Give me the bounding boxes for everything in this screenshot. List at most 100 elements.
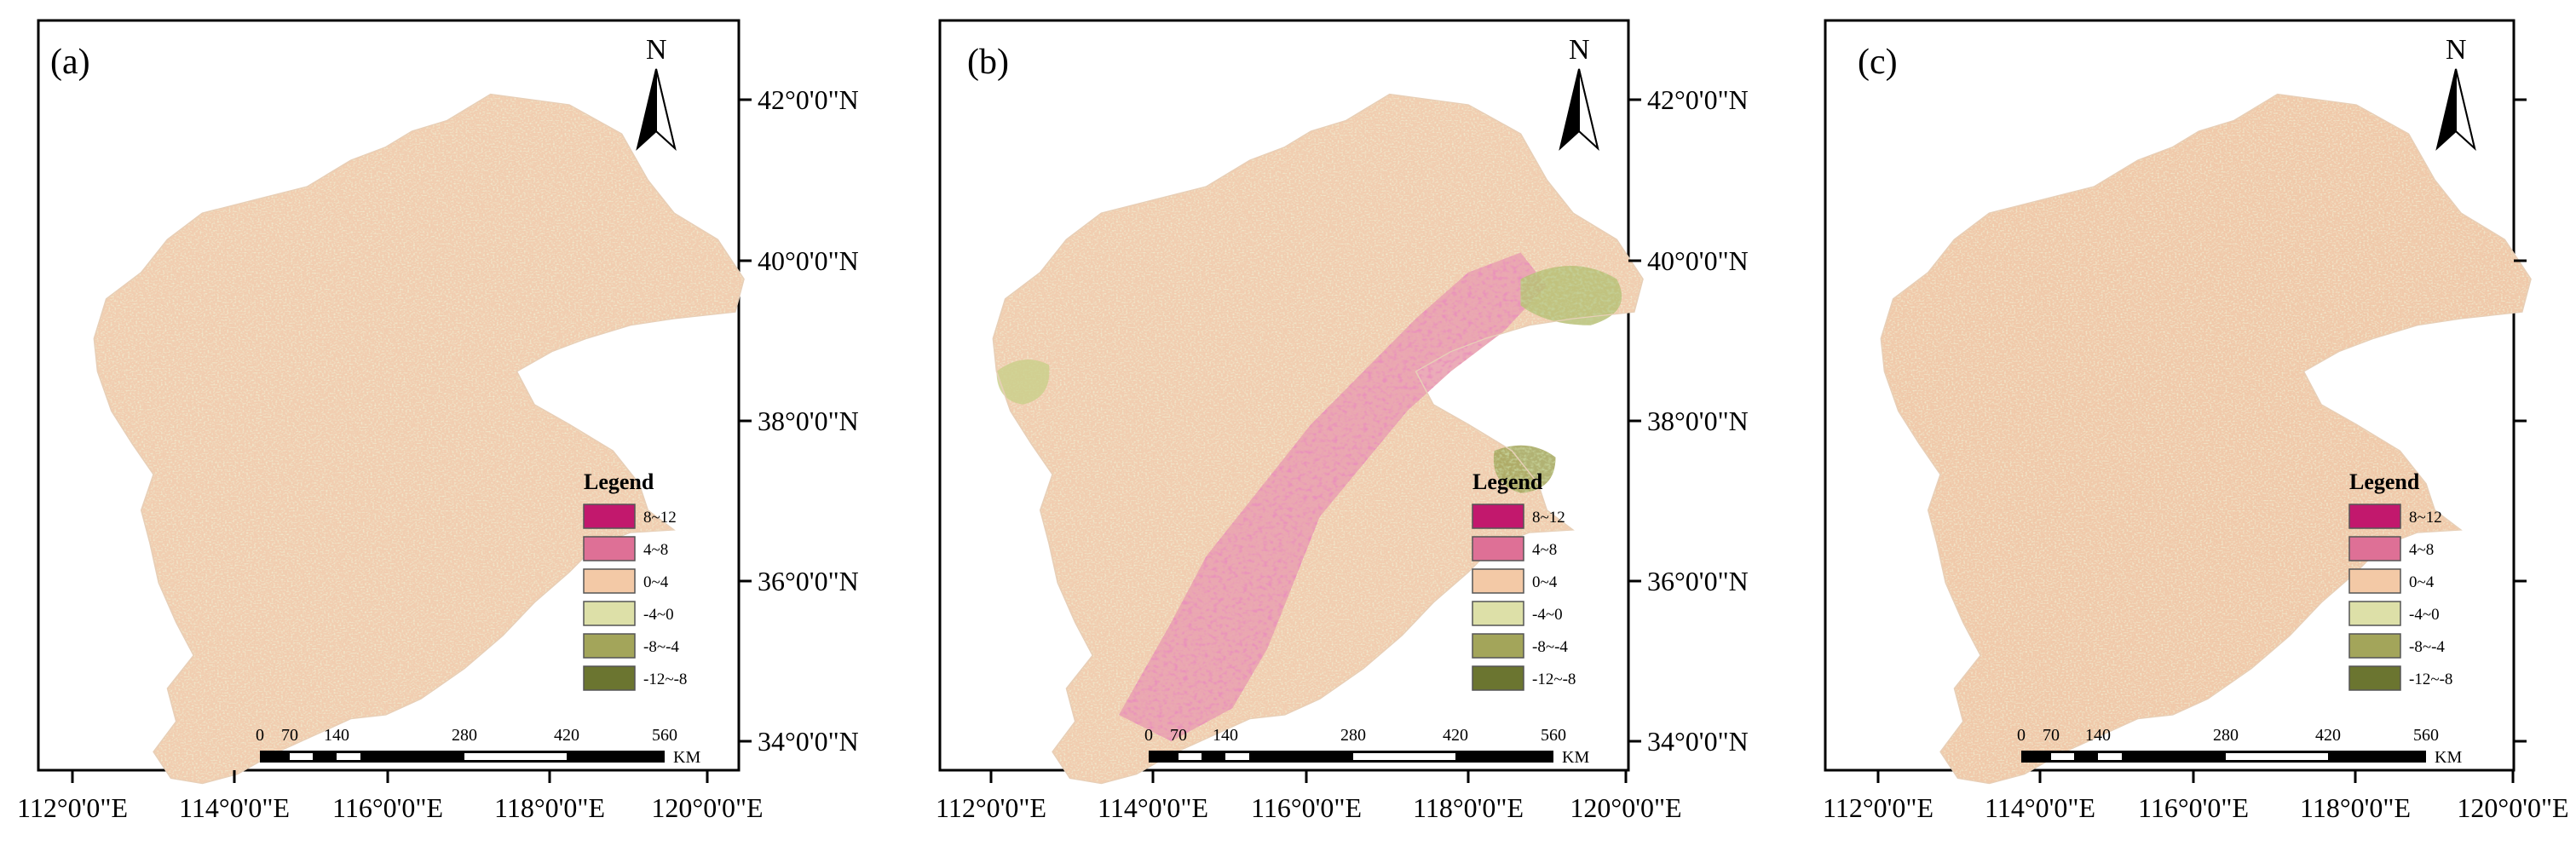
- scale-bar-unit: KM: [1562, 748, 1589, 767]
- panel-c-label: (c): [1858, 43, 1898, 82]
- x-tick-label: 118°0'0"E: [2300, 792, 2411, 823]
- legend-swatch: [1472, 633, 1524, 659]
- legend-swatch: [2348, 536, 2401, 561]
- scale-bar-unit: KM: [673, 748, 700, 767]
- legend-swatch: [2348, 601, 2401, 626]
- panel-c-y-axis: [2514, 98, 2527, 743]
- scale-bar-label: 140: [2085, 726, 2111, 745]
- x-tick-label: 112°0'0"E: [1823, 792, 1933, 823]
- legend-item-label: -12~-8: [2409, 671, 2452, 688]
- x-tick-label: 120°0'0"E: [651, 792, 763, 823]
- x-tick-label: 120°0'0"E: [1570, 792, 1681, 823]
- panel-a-north-arrow: N: [636, 34, 677, 151]
- x-tick-label: 116°0'0"E: [332, 792, 443, 823]
- scale-bar-label: 560: [1541, 726, 1566, 745]
- legend-swatch: [2348, 504, 2401, 529]
- scale-bar: [260, 751, 665, 763]
- legend-item-label: -12~-8: [1532, 671, 1576, 688]
- north-arrow-label: N: [1569, 34, 1590, 66]
- scale-bar-label: 280: [1340, 726, 1366, 745]
- y-tick-label: 38°0'0"N: [1647, 406, 1749, 436]
- legend-item-label: -8~-4: [2409, 638, 2445, 656]
- panel-c-legend: Legend 8~12 4~8 0~4 -4~0 -8~-4 -12~-8: [2348, 469, 2452, 691]
- panel-b-y-axis: 42°0'0"N 40°0'0"N 38°0'0"N 36°0'0"N 34°0'0"N: [1628, 84, 1749, 757]
- legend-swatch: [1472, 504, 1524, 529]
- legend-title: Legend: [584, 469, 654, 494]
- legend-item-label: 0~4: [643, 573, 669, 591]
- legend-item-label: 0~4: [2409, 573, 2435, 591]
- legend-item-label: -12~-8: [643, 671, 687, 688]
- scale-bar-label: 560: [652, 726, 677, 745]
- legend-item-label: 8~12: [643, 509, 677, 527]
- scale-bar-label: 420: [2315, 726, 2341, 745]
- panel-a-legend: Legend 8~12 4~8 0~4 -4~0 -8~-4 -12~-8: [583, 469, 687, 691]
- legend-item-label: 8~12: [1532, 509, 1565, 527]
- y-tick-label: 36°0'0"N: [1647, 566, 1749, 596]
- scale-bar-unit: KM: [2435, 748, 2462, 767]
- north-arrow-label: N: [2446, 34, 2467, 66]
- scale-bar-label: 140: [324, 726, 349, 745]
- y-tick-label: 42°0'0"N: [758, 84, 859, 115]
- legend-swatch: [583, 601, 636, 626]
- legend-item-label: -4~0: [2409, 606, 2440, 624]
- legend-swatch: [2348, 568, 2401, 594]
- scale-bar-label: 420: [554, 726, 579, 745]
- legend-swatch: [1472, 568, 1524, 594]
- x-tick-label: 112°0'0"E: [936, 792, 1046, 823]
- panel-c-north-arrow: N: [2435, 34, 2476, 151]
- legend-title: Legend: [2349, 469, 2420, 494]
- scale-bar-label: 280: [2213, 726, 2239, 745]
- legend-item-label: 0~4: [1532, 573, 1558, 591]
- scale-bar: [2021, 751, 2426, 763]
- y-tick-label: 40°0'0"N: [758, 245, 859, 276]
- y-tick-label: 42°0'0"N: [1647, 84, 1749, 115]
- legend-swatch: [583, 536, 636, 561]
- x-tick-label: 118°0'0"E: [494, 792, 605, 823]
- panel-b-legend: Legend 8~12 4~8 0~4 -4~0 -8~-4 -12~-8: [1472, 469, 1576, 691]
- scale-bar-label: 0: [1144, 726, 1153, 745]
- scale-bar-label: 70: [1170, 726, 1187, 745]
- scale-bar-label: 70: [2043, 726, 2060, 745]
- legend-swatch: [1472, 665, 1524, 691]
- legend-swatch: [583, 504, 636, 529]
- legend-swatch: [2348, 633, 2401, 659]
- legend-swatch: [583, 633, 636, 659]
- x-tick-label: 116°0'0"E: [2138, 792, 2249, 823]
- x-tick-label: 114°0'0"E: [1985, 792, 2095, 823]
- legend-swatch: [583, 568, 636, 594]
- y-tick-label: 38°0'0"N: [758, 406, 859, 436]
- legend-swatch: [2348, 665, 2401, 691]
- scale-bar-label: 140: [1213, 726, 1238, 745]
- panel-c-x-axis: 112°0'0"E 114°0'0"E 116°0'0"E 118°0'0"E 120°…: [1823, 770, 2569, 823]
- panel-a-y-axis: 42°0'0"N 40°0'0"N 38°0'0"N 36°0'0"N 34°0'0"N: [739, 84, 859, 757]
- scale-bar-label: 0: [256, 726, 264, 745]
- x-tick-label: 116°0'0"E: [1251, 792, 1362, 823]
- scale-bar-label: 0: [2017, 726, 2026, 745]
- y-tick-label: 40°0'0"N: [1647, 245, 1749, 276]
- scale-bar-label: 280: [452, 726, 477, 745]
- legend-item-label: 4~8: [2409, 541, 2434, 559]
- panel-a-scale-bar: 0 70 140 280 420 560 KM: [256, 726, 700, 767]
- legend-swatch: [1472, 536, 1524, 561]
- panel-b-x-axis: 112°0'0"E 114°0'0"E 116°0'0"E 118°0'0"E 120°…: [936, 770, 1682, 823]
- legend-item-label: -8~-4: [643, 638, 679, 656]
- legend-item-label: -4~0: [1532, 606, 1563, 624]
- x-tick-label: 114°0'0"E: [179, 792, 290, 823]
- panel-a-x-axis: 112°0'0"E 114°0'0"E 116°0'0"E 118°0'0"E 120°…: [17, 770, 764, 823]
- legend-title: Legend: [1472, 469, 1543, 494]
- legend-item-label: 4~8: [643, 541, 668, 559]
- panel-b-scale-bar: 0 70 140 280 420 560 KM: [1144, 726, 1589, 767]
- y-tick-label: 34°0'0"N: [758, 726, 859, 757]
- panel-c-scale-bar: 0 70 140 280 420 560 KM: [2017, 726, 2462, 767]
- legend-swatch: [1472, 601, 1524, 626]
- x-tick-label: 112°0'0"E: [17, 792, 128, 823]
- north-arrow-label: N: [646, 34, 667, 66]
- panel-b-north-arrow: N: [1559, 34, 1599, 151]
- x-tick-label: 118°0'0"E: [1413, 792, 1524, 823]
- scale-bar-label: 420: [1443, 726, 1468, 745]
- x-tick-label: 114°0'0"E: [1098, 792, 1208, 823]
